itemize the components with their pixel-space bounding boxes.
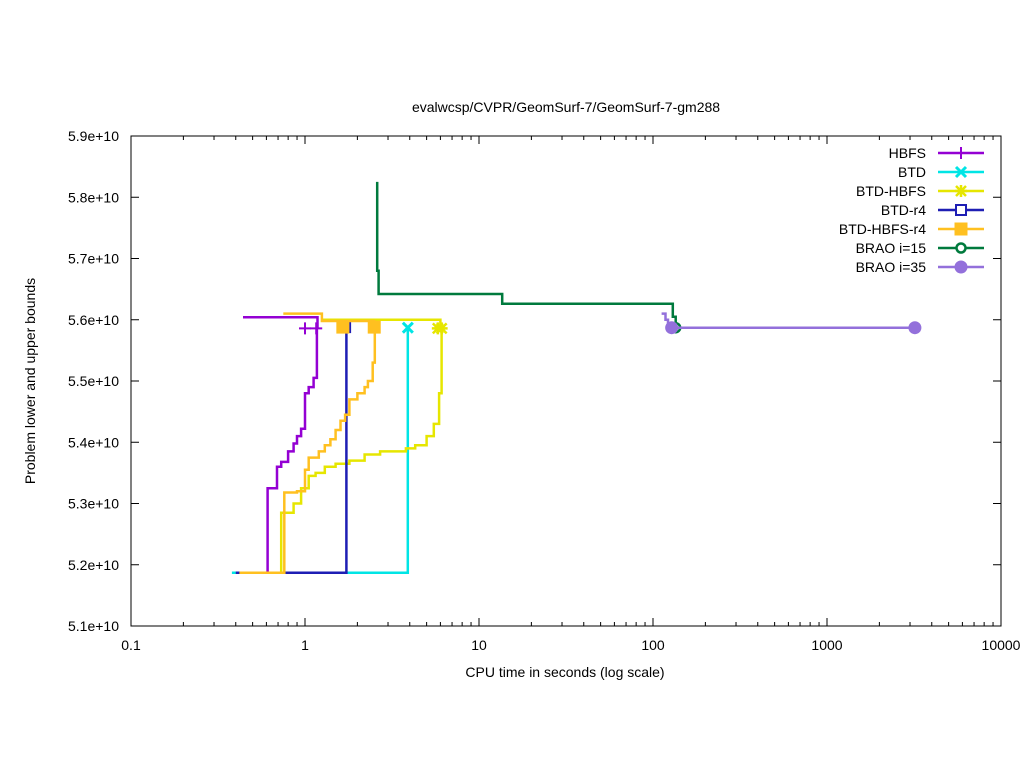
y-tick-label: 5.5e+10 (68, 373, 119, 389)
y-tick-label: 5.4e+10 (68, 434, 119, 450)
legend-entry: BRAO i=15 (856, 240, 984, 256)
series-marker (665, 321, 679, 335)
y-tick-label: 5.7e+10 (68, 251, 119, 267)
legend-entry: BTD-HBFS-r4 (839, 221, 984, 237)
legend-entry: BRAO i=35 (856, 259, 984, 275)
legend: HBFS BTD BTD-HBFS BTD-r4 BTD-HBFS-r4 BRAO i=1… (839, 145, 984, 275)
x-tick-label: 100 (641, 637, 665, 653)
series-btd-hbfs (279, 318, 448, 573)
series-marker (336, 320, 350, 334)
legend-entry: BTD (898, 164, 984, 180)
plot-area (231, 181, 922, 574)
chart-title: evalwcsp/CVPR/GeomSurf-7/GeomSurf-7-gm28… (412, 99, 720, 115)
axis-ticks: 5.1e+10 5.2e+10 5.3e+10 5.4e+10 5.5e+10 5.6e+… (68, 128, 1021, 653)
series-marker (299, 322, 311, 335)
legend-label: BTD (898, 164, 926, 180)
y-tick-label: 5.8e+10 (68, 189, 119, 205)
legend-label: BTD-HBFS-r4 (839, 221, 926, 237)
legend-marker (955, 185, 967, 197)
legend-label: BTD-r4 (881, 202, 926, 218)
legend-marker (955, 147, 967, 159)
series-line (266, 328, 319, 573)
series-line (239, 327, 377, 574)
series-marker (310, 322, 323, 335)
series-marker (908, 321, 922, 335)
series-marker (435, 322, 448, 335)
legend-label: HBFS (889, 145, 926, 161)
legend-entry: BTD-r4 (881, 202, 984, 218)
legend-label: BRAO i=35 (856, 259, 927, 275)
series-btd-hbfs-r4 (239, 312, 381, 574)
x-tick-label: 0.1 (121, 637, 141, 653)
x-tick-label: 10 (471, 637, 487, 653)
legend-entry: HBFS (889, 145, 984, 161)
y-tick-label: 5.2e+10 (68, 557, 119, 573)
legend-marker (954, 165, 968, 179)
series-line (279, 328, 443, 573)
plot-frame (130, 135, 1002, 627)
y-tick-label: 5.3e+10 (68, 496, 119, 512)
legend-marker (954, 260, 968, 274)
legend-marker (955, 242, 967, 254)
series-brao-i-35 (661, 312, 922, 335)
series-line (243, 316, 319, 329)
legend-entry: BTD-HBFS (856, 183, 984, 199)
y-axis-label: Problem lower and upper bounds (22, 278, 38, 484)
y-tick-label: 5.1e+10 (68, 618, 119, 634)
legend-marker (954, 222, 968, 236)
series-marker (401, 321, 414, 334)
series-hbfs (243, 316, 323, 573)
x-axis-label: CPU time in seconds (log scale) (465, 664, 664, 680)
x-tick-label: 1000 (811, 637, 842, 653)
legend-label: BTD-HBFS (856, 183, 926, 199)
x-tick-label: 1 (301, 637, 309, 653)
legend-label: BRAO i=15 (856, 240, 927, 256)
y-tick-label: 5.6e+10 (68, 312, 119, 328)
y-tick-label: 5.9e+10 (68, 128, 119, 144)
x-tick-label: 10000 (982, 637, 1021, 653)
series-marker (367, 320, 381, 334)
legend-marker (955, 204, 967, 216)
series-line (375, 181, 677, 328)
